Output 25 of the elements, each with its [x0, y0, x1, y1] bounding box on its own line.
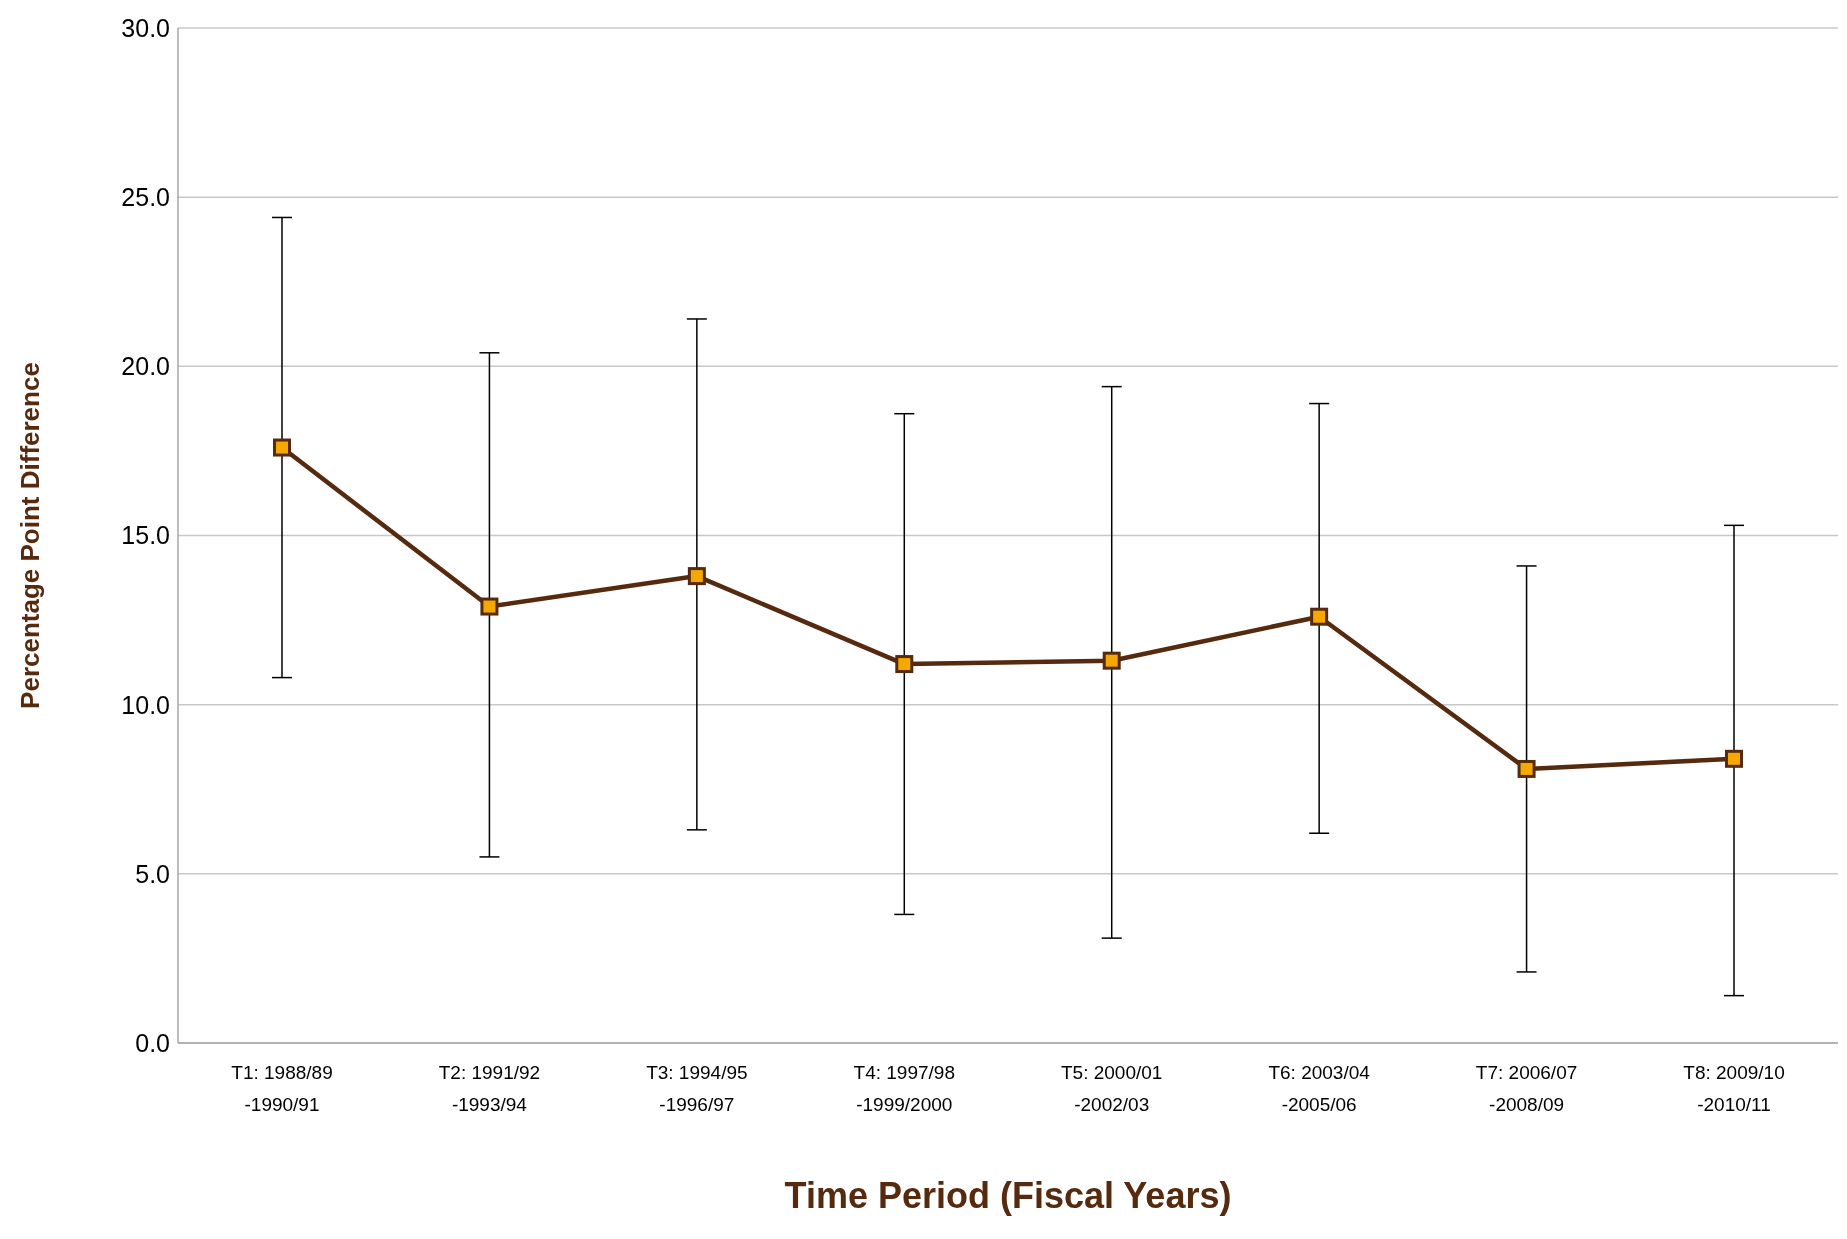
x-tick-label: T2: 1991/92 -1993/94 [438, 1062, 541, 1115]
y-tick-label: 25.0 [121, 183, 170, 212]
x-tick-label: T6: 2003/04 -2005/06 [1268, 1062, 1371, 1115]
y-tick-label: 0.0 [135, 1028, 170, 1057]
x-tick-label: T8: 2009/10 -2010/11 [1683, 1062, 1785, 1115]
point [480, 597, 499, 616]
x-tick-label: T4: 1997/98 -1999/2000 [853, 1062, 955, 1115]
y-tick-label: 10.0 [121, 690, 170, 719]
point [687, 567, 706, 586]
point [1310, 607, 1329, 626]
x-tick-label: T7: 2006/07 -2008/09 [1475, 1062, 1578, 1115]
y-axis-title: Percentage Point Difference [15, 362, 46, 709]
x-tick-label: T1: 1988/89 -1990/91 [231, 1062, 333, 1115]
y-tick-label: 20.0 [121, 352, 170, 381]
x-tick-label: T5: 2000/01 -2002/03 [1061, 1062, 1163, 1115]
point [895, 655, 914, 674]
x-axis-title: Time Period (Fiscal Years) [784, 1175, 1232, 1216]
point [273, 438, 291, 457]
y-tick-label: 15.0 [121, 521, 170, 550]
y-tick-label: 5.0 [135, 859, 170, 888]
point [1517, 759, 1536, 778]
point [1725, 749, 1743, 768]
x-tick-label: T3: 1994/95 -1996/97 [646, 1062, 748, 1115]
y-tick-label: 30.0 [121, 13, 170, 42]
point [1102, 651, 1121, 670]
